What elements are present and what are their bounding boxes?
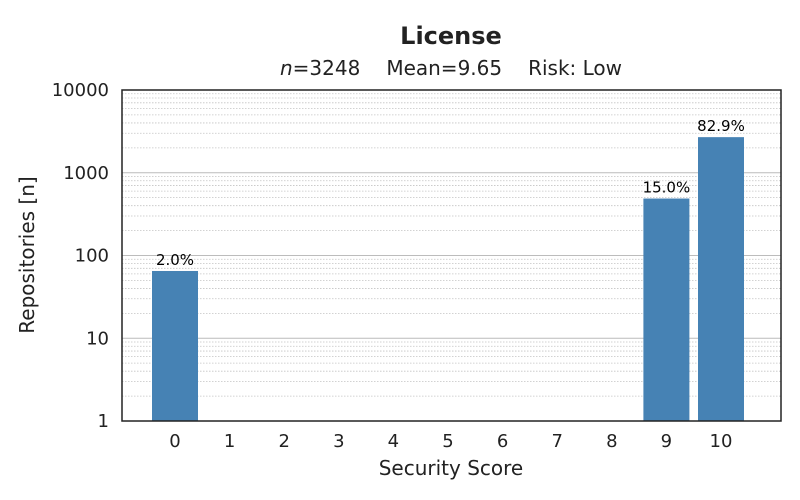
x-axis-ticks: 0 1 2 3 4 5 6 7 8 9 10 — [169, 431, 732, 452]
x-axis-label: Security Score — [379, 456, 524, 480]
y-tick-label: 10 — [86, 328, 109, 349]
y-axis-label: Repositories [n] — [15, 176, 39, 333]
y-tick-label: 10000 — [52, 80, 109, 101]
x-tick-label: 5 — [442, 431, 453, 452]
x-tick-label: 7 — [551, 431, 562, 452]
subtitle-n-label: n — [280, 56, 293, 80]
y-tick-label: 1000 — [63, 163, 109, 184]
y-tick-label: 1 — [98, 411, 109, 432]
y-tick-label: 100 — [75, 246, 109, 267]
x-tick-label: 0 — [169, 431, 180, 452]
bar-score-10 — [698, 137, 744, 421]
x-tick-label: 1 — [224, 431, 235, 452]
subtitle-risk: Risk: Low — [528, 56, 622, 80]
bar-data-label: 82.9% — [697, 117, 745, 135]
x-tick-label: 6 — [497, 431, 508, 452]
bars — [152, 137, 744, 421]
bar-data-label: 15.0% — [643, 179, 691, 197]
x-tick-label: 2 — [278, 431, 289, 452]
chart-title: License — [400, 22, 502, 50]
y-axis-ticks: 1 10 100 1000 10000 — [52, 80, 109, 432]
plot-area-frame — [121, 89, 782, 422]
subtitle-mean: Mean=9.65 — [386, 56, 502, 80]
x-tick-label: 4 — [388, 431, 399, 452]
chart-subtitle: n=3248 Mean=9.65 Risk: Low — [280, 56, 622, 80]
x-tick-label: 10 — [710, 431, 733, 452]
x-tick-label: 9 — [661, 431, 672, 452]
subtitle-n-value: =3248 — [293, 56, 361, 80]
x-tick-label: 3 — [333, 431, 344, 452]
x-tick-label: 8 — [606, 431, 617, 452]
bar-score-0 — [152, 270, 198, 421]
bar-score-9 — [643, 198, 690, 421]
bar-data-label: 2.0% — [156, 251, 194, 269]
bar-data-labels: 2.0% 15.0% 82.9% — [156, 117, 745, 269]
